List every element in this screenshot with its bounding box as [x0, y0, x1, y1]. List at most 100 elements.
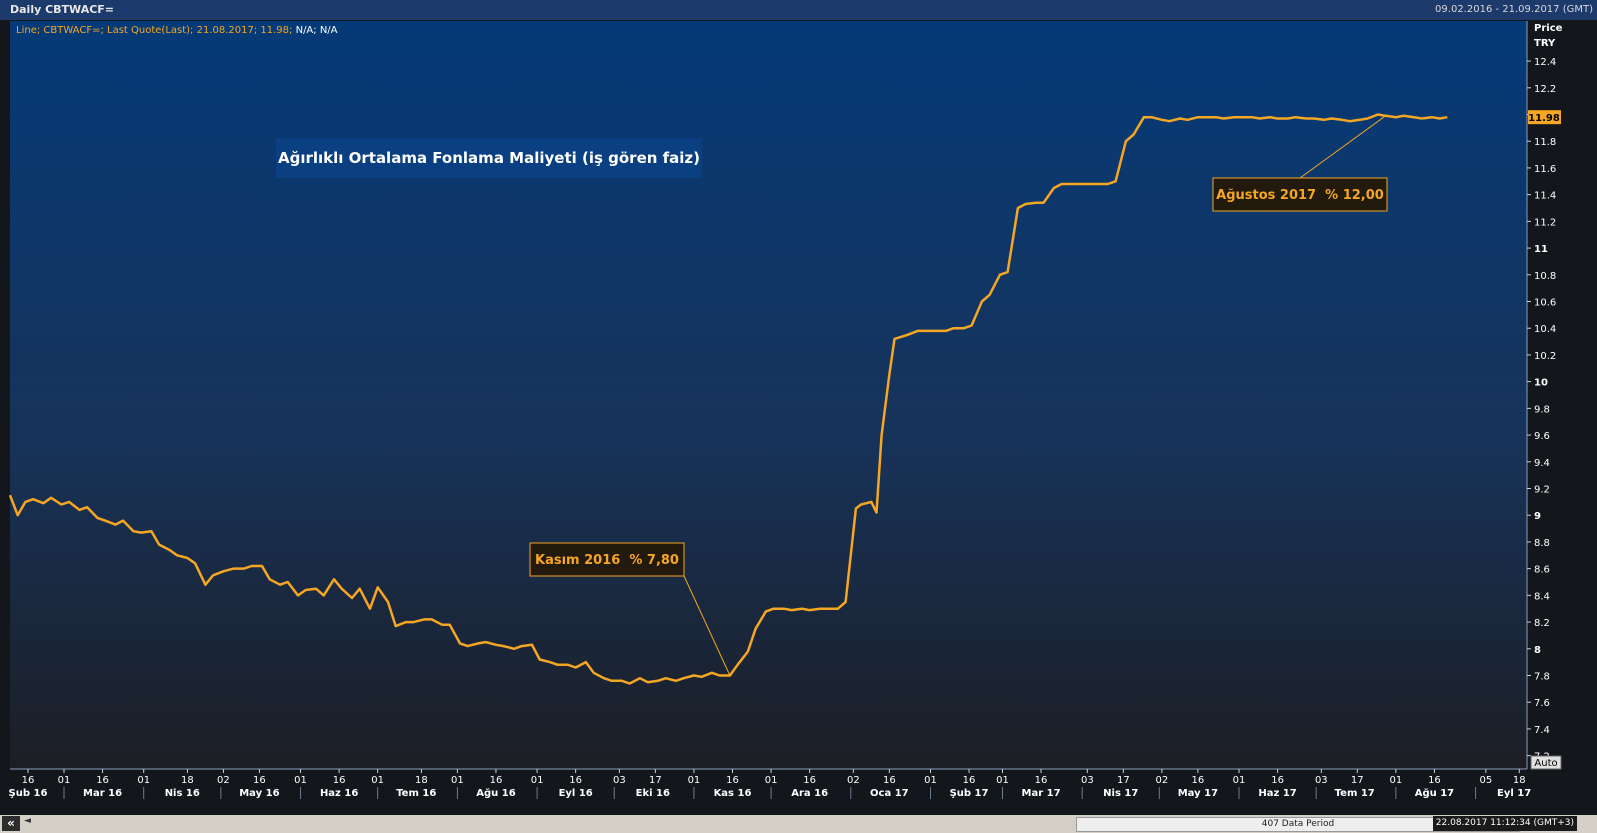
y-tick-label: 8	[1534, 645, 1541, 656]
annotation-leader	[1299, 115, 1386, 179]
last-value-label: 11.98	[1528, 113, 1560, 124]
x-tick-label: 16	[253, 775, 266, 786]
auto-button-label: Auto	[1534, 758, 1557, 769]
y-tick-label: 9.2	[1534, 485, 1550, 496]
y-tick-label: 11	[1534, 244, 1548, 255]
x-tick-label: 18	[181, 775, 194, 786]
x-tick-label: 01	[58, 775, 71, 786]
y-tick-label: 10.2	[1534, 351, 1556, 362]
x-month-label: Haz 16	[320, 788, 358, 799]
x-month-label: Mar 17	[1022, 788, 1061, 799]
y-tick-label: 7.6	[1534, 698, 1550, 709]
x-tick-label: 01	[451, 775, 464, 786]
x-tick-label: 17	[1117, 775, 1130, 786]
y-tick-label: 9.8	[1534, 404, 1550, 415]
status-bar: « ◄ 407 Data Period 22.08.2017 11:12:34 …	[0, 815, 1597, 833]
y-axis: 7.27.47.67.888.28.48.68.899.29.49.69.810…	[1527, 57, 1556, 763]
annotation-box	[1212, 177, 1388, 212]
x-month-label: Nis 16	[165, 788, 200, 799]
x-tick-label: 16	[963, 775, 976, 786]
x-tick-label: 16	[726, 775, 739, 786]
price-label: Price	[1534, 23, 1563, 34]
x-tick-label: 16	[1271, 775, 1284, 786]
annotation-label: Kasım 2016 % 7,80	[535, 553, 679, 568]
annotations: Kasım 2016 % 7,80 Ağustos 2017 % 12,00	[529, 115, 1388, 676]
x-tick-label: 01	[371, 775, 384, 786]
x-tick-label: 16	[96, 775, 109, 786]
x-month-label: Şub 16	[9, 788, 48, 799]
x-month-label: May 16	[239, 788, 279, 799]
x-tick-label: 01	[765, 775, 778, 786]
y-tick-label: 10	[1534, 378, 1548, 389]
y-tick-label: 11.2	[1534, 217, 1556, 228]
x-tick-label: 02	[847, 775, 860, 786]
last-value-marker	[1528, 110, 1561, 125]
y-tick-label: 8.6	[1534, 565, 1550, 576]
x-tick-label: 16	[1192, 775, 1205, 786]
plot-background	[10, 21, 1527, 769]
legend-text: Line; CBTWACF=; Last Quote(Last); 21.08.…	[16, 25, 338, 36]
x-month-label: Ara 16	[791, 788, 828, 799]
x-month-label: May 17	[1178, 788, 1218, 799]
y-tick-label: 7.4	[1534, 725, 1550, 736]
y-tick-label: 9.4	[1534, 458, 1550, 469]
y-tick-label: 11.6	[1534, 164, 1556, 175]
y-tick-label: 11.8	[1534, 137, 1556, 148]
x-tick-label: 02	[1156, 775, 1169, 786]
chart-area[interactable]: Line; CBTWACF=; Last Quote(Last); 21.08.…	[0, 20, 1597, 819]
annotation-label: Ağustos 2017 % 12,00	[1216, 188, 1384, 203]
auto-button[interactable]	[1530, 755, 1562, 770]
x-tick-label: 01	[137, 775, 150, 786]
y-tick-label: 12.4	[1534, 57, 1556, 68]
x-month-label: Ağu 16	[476, 787, 515, 799]
x-tick-label: 03	[1081, 775, 1094, 786]
date-range: 09.02.2016 - 21.09.2017 (GMT)	[1435, 4, 1593, 15]
x-tick-label: 01	[531, 775, 544, 786]
x-tick-label: 16	[883, 775, 896, 786]
scroll-left-icon[interactable]: ◄	[24, 816, 31, 826]
x-month-label: Oca 17	[870, 788, 909, 799]
x-tick-label: 16	[490, 775, 503, 786]
x-tick-label: 16	[22, 775, 35, 786]
x-month-label: Tem 16	[396, 788, 436, 799]
y-tick-label: 12.2	[1534, 84, 1556, 95]
timestamp: 22.08.2017 11:12:34 (GMT+3)	[1432, 816, 1577, 831]
rewind-button[interactable]: «	[2, 816, 20, 831]
x-tick-label: 18	[1513, 775, 1526, 786]
x-month-label: Nis 17	[1103, 788, 1138, 799]
x-tick-label: 17	[1351, 775, 1364, 786]
y-tick-label: 8.4	[1534, 591, 1550, 602]
x-tick-label: 16	[803, 775, 816, 786]
x-tick-label: 01	[688, 775, 701, 786]
series-line	[8, 113, 1448, 685]
x-month-label: Tem 17	[1335, 788, 1375, 799]
y-tick-label: 10.4	[1534, 324, 1556, 335]
data-period-scrollbar[interactable]: 407 Data Period	[1076, 817, 1520, 832]
x-month-label: Kas 16	[714, 788, 752, 799]
y-tick-label: 9.6	[1534, 431, 1550, 442]
window-title: Daily CBTWACF=	[10, 3, 115, 16]
x-tick-label: 17	[649, 775, 662, 786]
x-month-label: Haz 17	[1258, 788, 1296, 799]
x-tick-label: 01	[1233, 775, 1246, 786]
x-month-label: Mar 16	[83, 788, 122, 799]
legend-suffix: N/A; N/A	[292, 25, 337, 36]
x-tick-label: 16	[1428, 775, 1441, 786]
x-tick-label: 02	[217, 775, 230, 786]
series-group: 11.98	[8, 110, 1561, 685]
y-tick-label: 8.8	[1534, 538, 1550, 549]
y-tick-label: 8.2	[1534, 618, 1550, 629]
x-tick-label: 16	[569, 775, 582, 786]
x-tick-label: 01	[294, 775, 307, 786]
x-tick-label: 16	[1035, 775, 1048, 786]
x-month-label: Eyl 17	[1497, 788, 1531, 799]
y-tick-label: 11.4	[1534, 191, 1556, 202]
y-tick-label: 10.6	[1534, 298, 1556, 309]
x-tick-label: 03	[1315, 775, 1328, 786]
chart-svg[interactable]: Line; CBTWACF=; Last Quote(Last); 21.08.…	[0, 20, 1597, 815]
x-tick-label: 01	[1390, 775, 1403, 786]
x-tick-label: 18	[415, 775, 428, 786]
y-tick-label: 9	[1534, 511, 1541, 522]
x-tick-label: 05	[1479, 775, 1492, 786]
